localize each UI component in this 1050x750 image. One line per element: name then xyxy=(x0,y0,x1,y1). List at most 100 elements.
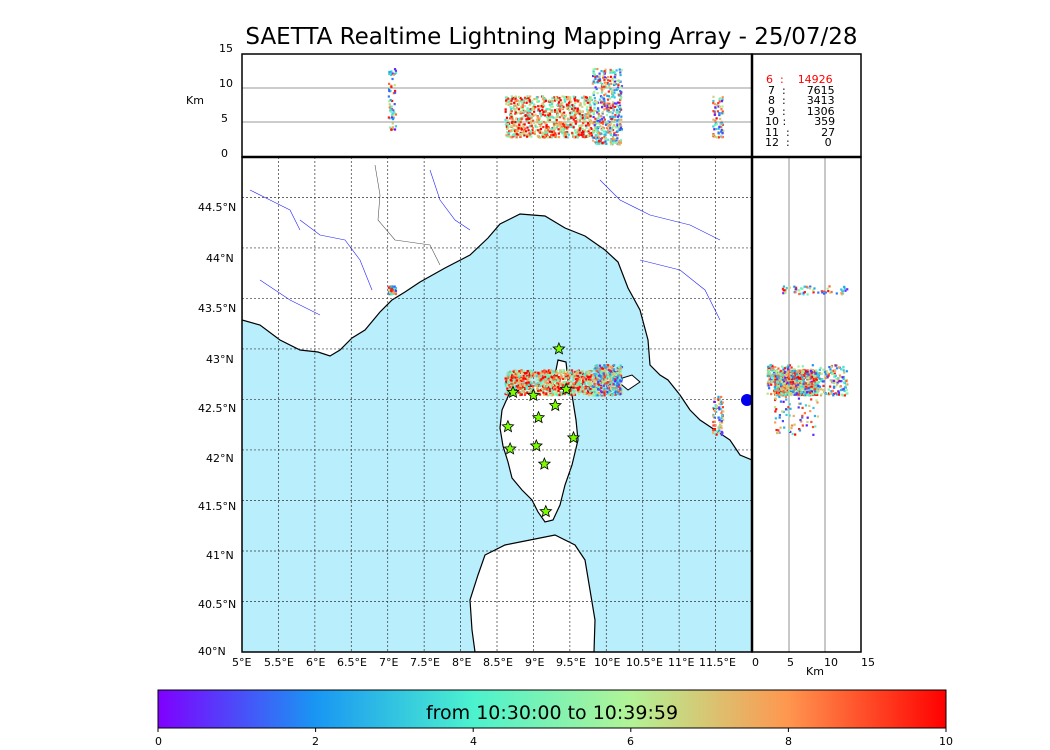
lightning-source xyxy=(617,385,620,388)
lightning-source-altitude xyxy=(592,92,595,95)
lightning-source xyxy=(578,392,581,396)
lightning-source-latitude xyxy=(773,391,776,395)
lightning-source xyxy=(532,388,536,391)
lightning-source xyxy=(541,372,545,375)
lightning-source-altitude xyxy=(507,103,510,106)
lightning-source-altitude xyxy=(590,120,593,123)
lightning-source-altitude xyxy=(572,118,575,121)
lightning-source xyxy=(606,387,609,390)
lightning-source-latitude xyxy=(792,414,795,418)
lightning-source-latitude xyxy=(803,380,806,383)
lightning-source xyxy=(545,392,548,395)
lightning-source-altitude xyxy=(619,97,623,100)
lightning-source-altitude xyxy=(531,131,534,135)
lightning-source xyxy=(505,380,508,383)
lightning-source-altitude xyxy=(513,104,516,107)
lightning-source-altitude xyxy=(554,135,557,139)
lightning-source xyxy=(608,377,611,380)
lightning-source-latitude xyxy=(773,406,777,409)
lightning-source xyxy=(571,376,574,379)
lightning-source-altitude xyxy=(573,97,576,100)
lightning-source-altitude xyxy=(566,117,569,120)
lightning-source-latitude xyxy=(781,393,784,396)
lightning-source xyxy=(555,372,558,375)
lightning-source-altitude xyxy=(569,123,572,126)
lightning-source-altitude xyxy=(718,100,721,103)
lightning-source-latitude xyxy=(799,385,802,388)
lightning-source xyxy=(518,375,521,378)
count-row: 7 : 7615 xyxy=(768,84,835,97)
lightning-source-altitude xyxy=(561,95,564,98)
lightning-source-latitude xyxy=(784,376,787,379)
lightning-source xyxy=(580,387,583,390)
lightning-source-altitude xyxy=(516,107,519,110)
lightning-source-altitude xyxy=(563,96,566,99)
lightning-source-altitude xyxy=(581,122,585,125)
lightning-source-latitude xyxy=(813,381,817,384)
lightning-source xyxy=(618,377,621,380)
lightning-source-latitude xyxy=(835,292,838,295)
lightning-source-altitude xyxy=(556,121,559,124)
lightning-source-latitude xyxy=(800,370,803,373)
lightning-source-latitude xyxy=(842,377,845,380)
lightning-source-latitude xyxy=(770,374,773,377)
lightning-source-altitude xyxy=(538,136,541,139)
lightning-source xyxy=(596,376,599,379)
lightning-source-altitude xyxy=(590,131,593,135)
lightning-source-altitude xyxy=(553,110,557,114)
lightning-source-altitude xyxy=(592,139,595,142)
lightning-source-latitude xyxy=(812,384,815,388)
lightning-source-latitude xyxy=(786,368,790,371)
lightning-source xyxy=(588,380,591,383)
lightning-source-altitude xyxy=(593,79,596,82)
lightning-source-altitude xyxy=(603,135,606,139)
lightning-source-latitude xyxy=(809,285,812,288)
lightning-source-altitude xyxy=(549,135,552,139)
lightning-source xyxy=(619,392,622,396)
lightning-source-latitude xyxy=(782,387,786,391)
lightning-source-altitude xyxy=(542,135,545,138)
lightning-source-latitude xyxy=(832,385,836,388)
lightning-source xyxy=(604,376,608,379)
lightning-source-altitude xyxy=(619,98,622,101)
lightning-source xyxy=(589,393,592,396)
lightning-source xyxy=(514,386,517,389)
lightning-source-altitude xyxy=(552,116,555,119)
lightning-source xyxy=(569,389,572,392)
lightning-source xyxy=(606,390,609,394)
lightning-source-altitude xyxy=(717,136,720,139)
lightning-source-altitude xyxy=(604,133,607,136)
lightning-source-latitude xyxy=(781,420,785,423)
lightning-source xyxy=(514,381,517,384)
lightning-source-altitude xyxy=(594,67,597,71)
lightning-source-latitude xyxy=(788,393,791,396)
lightning-source-latitude xyxy=(840,368,843,371)
lightning-source-latitude xyxy=(776,378,779,381)
lightning-source-altitude xyxy=(610,122,613,125)
lightning-source xyxy=(602,384,605,387)
lightning-source-altitude xyxy=(602,97,605,100)
lightning-source-altitude xyxy=(564,135,568,139)
lightning-source-altitude xyxy=(392,109,395,112)
lightning-source-latitude xyxy=(819,366,822,370)
lightning-source xyxy=(575,372,578,375)
lightning-source-latitude xyxy=(809,369,813,373)
lightning-source-latitude xyxy=(773,369,776,372)
lightning-source-altitude xyxy=(715,103,718,107)
lightning-source-latitude xyxy=(784,370,787,373)
lightning-source xyxy=(600,374,604,377)
lightning-source-altitude xyxy=(529,114,532,117)
lightning-source-altitude xyxy=(605,107,608,110)
lightning-source-altitude xyxy=(583,101,586,105)
lightning-source xyxy=(528,374,531,377)
lightning-source-altitude xyxy=(505,99,508,102)
count-row: 8 : 3413 xyxy=(768,94,835,107)
lightning-source xyxy=(534,383,537,386)
lightning-source-altitude xyxy=(616,101,619,104)
lightning-source-altitude xyxy=(567,107,570,110)
lightning-source-altitude xyxy=(582,130,585,134)
lightning-source-altitude xyxy=(597,112,600,116)
lightning-source-altitude xyxy=(583,103,586,106)
lightning-source-latitude xyxy=(816,393,819,396)
lightning-source xyxy=(517,387,520,391)
